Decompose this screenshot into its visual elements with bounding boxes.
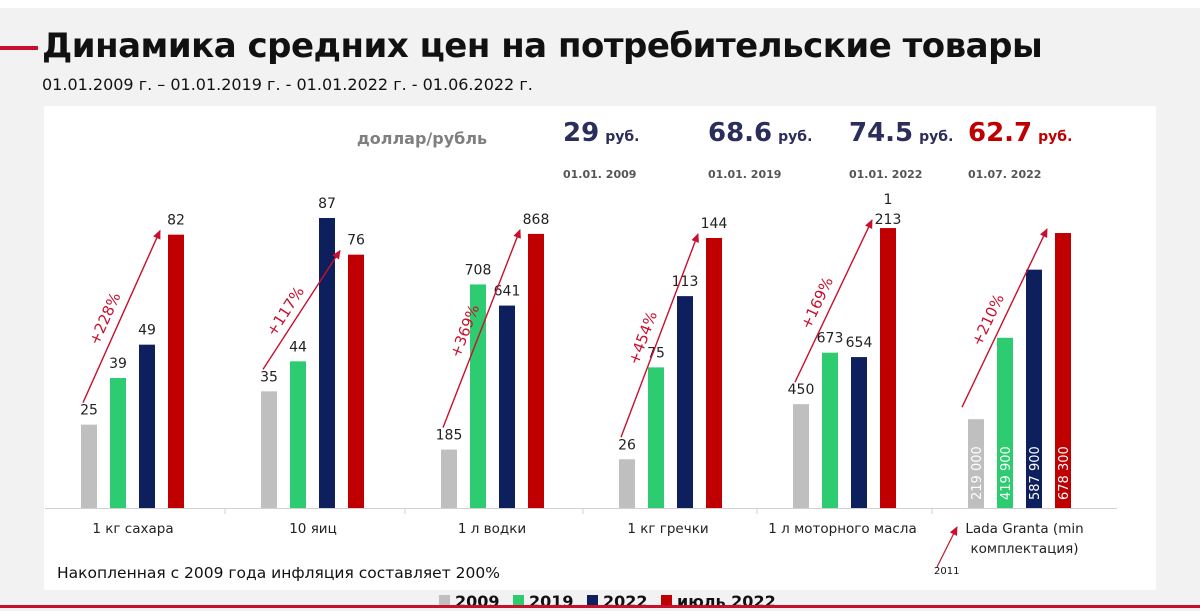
exchange-rate-value: 62.7 руб. [968,118,1072,148]
bar [793,404,809,508]
exchange-rate-date: 01.01. 2019 [708,168,781,181]
bar-value-label: 87 [318,196,336,212]
legend-swatch [513,595,524,606]
bar [997,337,1013,508]
legend-label: 2022 [603,592,648,611]
growth-arrow [620,233,699,438]
bar [499,305,515,508]
bar [470,284,486,508]
legend-label: 2009 [455,592,500,611]
bar [441,449,457,508]
exchange-rate-value: 68.6 руб. [708,118,812,148]
legend-label: 2019 [529,592,574,611]
page-title: Динамика средних цен на потребительские … [42,26,1043,66]
category-label: 1 л моторного масла [768,521,916,537]
exchange-rate-date: 01.01. 2022 [849,168,922,181]
bar [706,238,722,508]
bar-value-label: 76 [347,233,365,249]
exchange-rate-value: 74.5 руб. [849,118,953,148]
bar [528,233,544,509]
exchange-rate-unit: руб. [605,129,639,145]
lada-year-arrow [936,526,958,568]
title-accent-dash [0,46,38,50]
bar-value-label: 82 [167,213,185,229]
page-subtitle: 01.01.2009 г. – 01.01.2019 г. - 01.01.20… [42,75,533,94]
bar [1026,269,1042,508]
bar-value-label: 419 900 [999,446,1014,500]
category-axis: 1 кг сахара 10 яиц 1 л водки 1 кг гречки 1 л… [45,508,1117,557]
bar-value-label: 587 900 [1028,446,1043,500]
bar [1055,233,1071,508]
bar-value-label: 868 [523,212,550,228]
bar-value-label: 708 [465,262,492,278]
bar-value-label: 144 [701,216,728,232]
bar [619,459,635,508]
legend-swatch [587,595,598,606]
bar-value-label: 39 [109,356,127,372]
bar [81,424,97,508]
bar [110,378,126,508]
growth-arrow [794,219,873,383]
exchange-rate-date: 01.01. 2009 [563,168,636,181]
exchange-rate-value: 29 руб. [563,118,639,148]
bar-value-label: 26 [618,437,636,453]
bar-value-label: 75 [647,345,665,361]
bottom-rule [0,605,1200,608]
legend-label: июль 2022 [677,592,776,611]
growth-arrow [262,249,341,370]
bar-value-label: 25 [80,403,98,419]
bar-value-label: 678 300 [1057,446,1072,500]
growth-arrows: +228% +117% +369% +454%+169% +210% [82,219,1048,568]
growth-annotation: +228% [85,290,124,348]
bar [677,296,693,508]
exchange-rates: 29 руб. 01.01. 2009 68.6 руб. 01.01. 2019 74.5… [563,118,1072,181]
category-label: Lada Granta (min комплектация) [965,521,1083,557]
bar [822,352,838,508]
bar-value-label: 35 [260,369,278,385]
category-label: 1 кг сахара [92,521,173,537]
bar-value-label: 113 [672,274,699,290]
exchange-rate-unit: руб. [919,129,953,145]
legend-swatch [661,595,672,606]
legend: 2009 2019 2022 июль 2022 [439,592,776,611]
bar-value-label: 44 [289,339,307,355]
bar [261,391,277,508]
bar-value-label: 219 000 [970,446,985,500]
exchange-rate-unit: руб. [1038,129,1072,145]
bar [319,218,335,508]
category-label: 10 яиц [289,521,337,537]
legend-swatch [439,595,450,606]
bar [168,234,184,508]
growth-arrow [961,228,1048,408]
chart-panel [44,106,1156,590]
exchange-label: доллар/рубль [357,129,487,148]
exchange-rate-unit: руб. [778,129,812,145]
category-label: 1 л водки [458,521,526,537]
growth-annotation: +169% [797,274,837,332]
bar-value-label: 1 213 [875,192,902,228]
bar [968,419,984,508]
bar [648,367,664,508]
bar [880,228,896,509]
bar-value-label: 185 [436,428,463,444]
bar [139,344,155,508]
category-label: 1 кг гречки [627,521,708,537]
bar [348,254,364,508]
top-rule [0,0,1200,8]
bar [290,361,306,508]
exchange-rate-date: 01.07. 2022 [968,168,1041,181]
bar-value-label: 654 [846,335,873,351]
growth-arrow [442,228,521,428]
bar-value-label: 49 [138,323,156,339]
bar-value-label: 673 [817,331,844,347]
inflation-note: Накопленная с 2009 года инфляция составл… [57,564,500,582]
growth-arrow [82,229,161,403]
bar-value-label: 641 [494,284,521,300]
bar-value-label: 450 [788,382,815,398]
lada-year-note: 2011 [934,566,959,577]
bar [851,357,867,508]
